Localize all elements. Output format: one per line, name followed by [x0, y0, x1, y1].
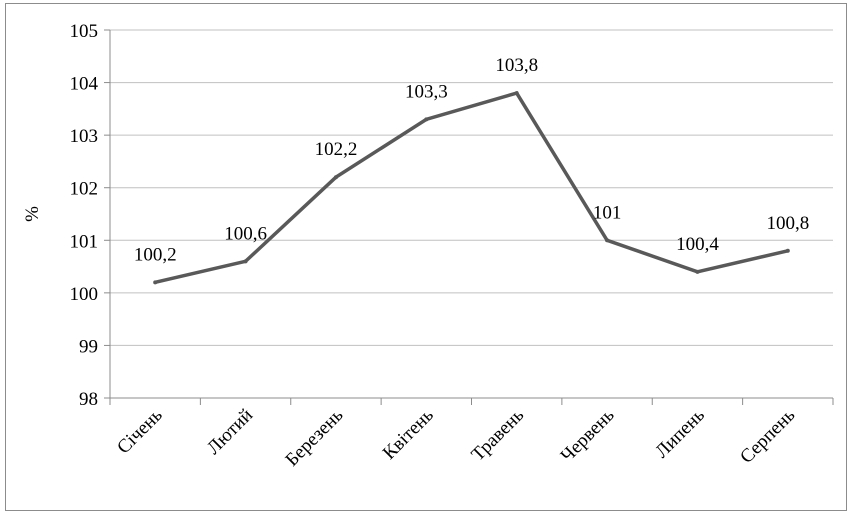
x-tick-label: Березень [282, 404, 348, 470]
data-point [785, 248, 790, 253]
y-tick-label: 101 [70, 231, 99, 252]
data-point [424, 117, 429, 122]
y-tick-label: 104 [70, 74, 99, 95]
y-tick-label: 98 [79, 389, 98, 410]
data-point [153, 280, 158, 285]
x-tick-label: Квітень [379, 404, 438, 463]
x-tick-label: Серпень [736, 404, 799, 467]
x-tick-label: Червень [557, 404, 619, 466]
data-label: 103,3 [405, 81, 448, 102]
data-label: 100,8 [766, 213, 809, 234]
data-label: 100,4 [676, 234, 719, 255]
x-tick-label: Травень [467, 404, 528, 465]
x-tick-label: Лютий [203, 405, 257, 459]
data-label: 102,2 [315, 139, 358, 160]
x-tick-label: Липень [651, 404, 709, 462]
x-tick-label: Січень [113, 404, 167, 458]
data-label: 100,2 [134, 244, 177, 265]
data-point [695, 269, 700, 274]
data-point [333, 175, 338, 180]
y-tick-label: 102 [70, 179, 99, 200]
chart-frame [5, 3, 847, 511]
data-point [514, 91, 519, 96]
y-tick-label: 99 [79, 336, 98, 357]
series-line [154, 91, 789, 285]
data-label: 101 [593, 202, 622, 223]
y-tick-label: 105 [70, 21, 99, 42]
data-label: 100,6 [224, 223, 267, 244]
y-tick-label: 103 [70, 126, 99, 147]
y-tick-label: 100 [70, 284, 99, 305]
data-point [243, 259, 248, 264]
data-point [605, 238, 610, 243]
y-axis-label: % [22, 206, 43, 222]
data-label: 103,8 [495, 55, 538, 76]
